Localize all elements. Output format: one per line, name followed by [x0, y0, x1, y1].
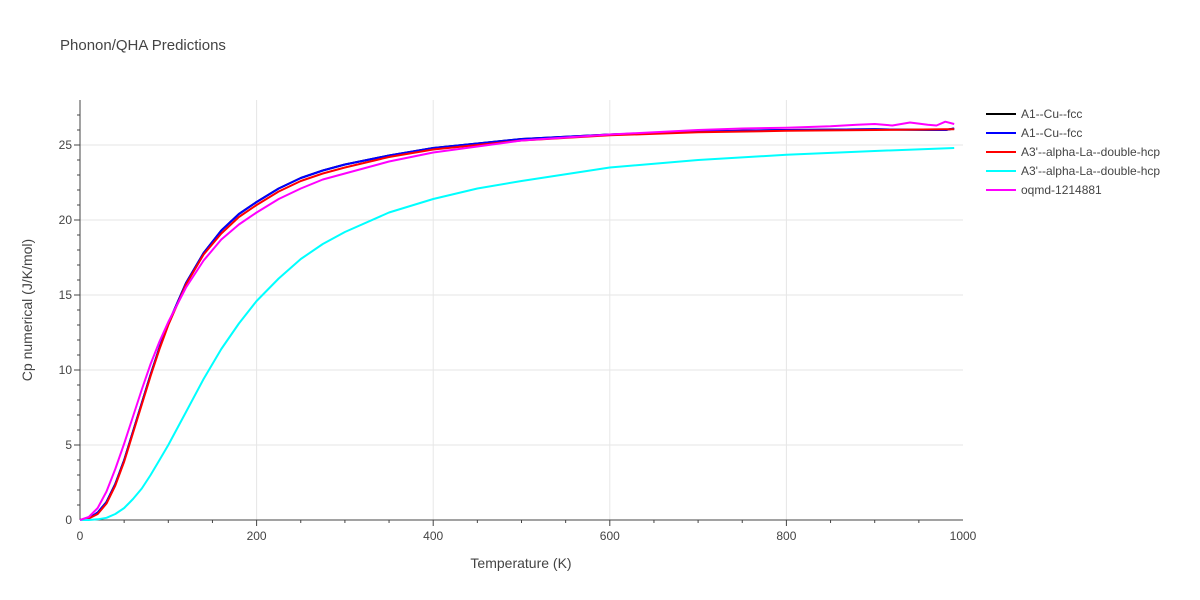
axes — [74, 100, 963, 526]
y-tick-label: 10 — [59, 363, 73, 377]
legend-label: A3'--alpha-La--double-hcp — [1021, 164, 1160, 178]
y-tick-label: 20 — [59, 213, 73, 227]
series-line-1 — [79, 127, 955, 521]
y-tick-label: 15 — [59, 288, 73, 302]
series-lines — [79, 120, 955, 521]
x-tick-label: 0 — [77, 529, 84, 543]
legend-item[interactable]: A3'--alpha-La--double-hcp — [986, 164, 1160, 178]
chart-title: Phonon/QHA Predictions — [60, 37, 226, 54]
series-line-4 — [79, 120, 955, 521]
legend-label: oqmd-1214881 — [1021, 183, 1102, 197]
legend[interactable]: A1--Cu--fcc A1--Cu--fcc A3'--alpha-La--dou… — [986, 107, 1160, 197]
legend-item[interactable]: A3'--alpha-La--double-hcp — [986, 145, 1160, 159]
x-axis-label: Temperature (K) — [470, 555, 571, 571]
x-tick-label: 1000 — [950, 529, 977, 543]
tick-labels: 0 200 400 600 800 1000 0 5 10 15 20 25 — [59, 138, 977, 543]
y-tick-label: 5 — [65, 438, 72, 452]
x-tick-label: 400 — [423, 529, 443, 543]
series-line-3 — [80, 147, 955, 521]
x-tick-label: 800 — [776, 529, 796, 543]
series-line-2 — [79, 128, 955, 521]
legend-label: A1--Cu--fcc — [1021, 107, 1082, 121]
x-tick-label: 200 — [247, 529, 267, 543]
y-tick-label: 0 — [65, 513, 72, 527]
gridlines — [80, 100, 963, 520]
legend-item[interactable]: A1--Cu--fcc — [986, 126, 1082, 140]
legend-label: A3'--alpha-La--double-hcp — [1021, 145, 1160, 159]
y-axis-label: Cp numerical (J/K/mol) — [19, 239, 35, 381]
series-line-0 — [79, 127, 955, 521]
legend-label: A1--Cu--fcc — [1021, 126, 1082, 140]
legend-item[interactable]: oqmd-1214881 — [986, 183, 1102, 197]
x-tick-label: 600 — [600, 529, 620, 543]
y-tick-label: 25 — [59, 138, 73, 152]
legend-item[interactable]: A1--Cu--fcc — [986, 107, 1082, 121]
